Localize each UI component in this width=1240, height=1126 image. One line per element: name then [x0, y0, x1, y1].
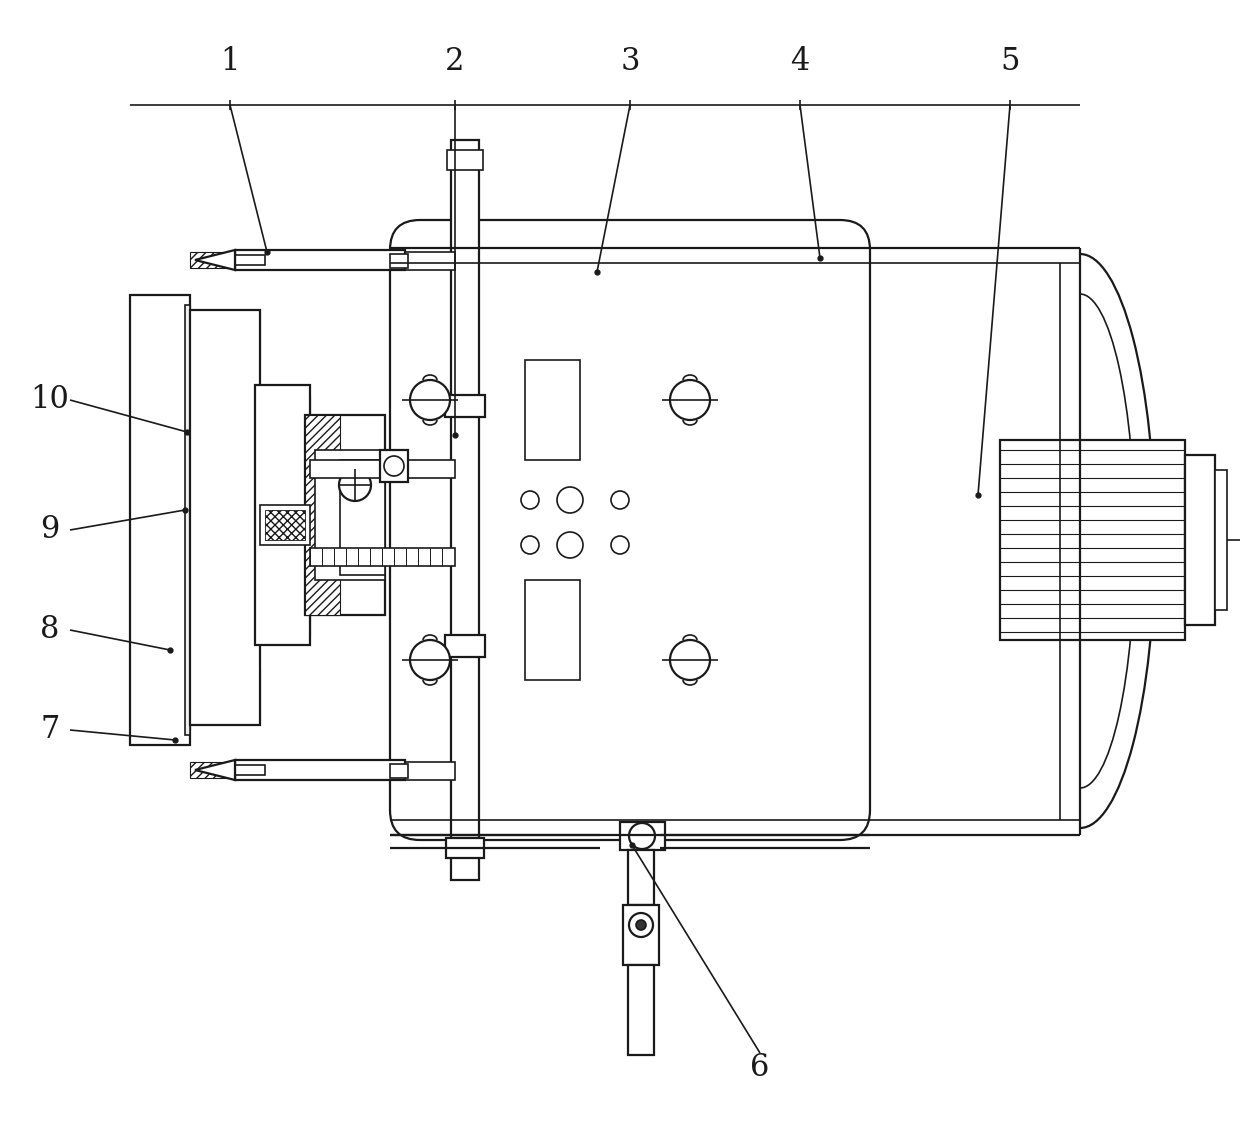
Bar [999, 440, 1185, 640]
Bar [190, 762, 236, 778]
Bar [525, 580, 580, 680]
Bar [255, 385, 310, 645]
Bar [391, 254, 408, 268]
Text: 5: 5 [1001, 46, 1019, 78]
Circle shape [670, 379, 711, 420]
Bar [130, 640, 190, 730]
Bar [236, 765, 265, 775]
Bar [445, 395, 485, 417]
Polygon shape [195, 250, 236, 270]
Circle shape [339, 470, 371, 501]
Bar [190, 310, 260, 360]
Bar [620, 822, 665, 850]
Circle shape [636, 920, 646, 930]
Bar [305, 415, 384, 615]
Text: 1: 1 [221, 46, 239, 78]
Circle shape [521, 491, 539, 509]
Circle shape [410, 640, 450, 680]
Text: 4: 4 [790, 46, 810, 78]
Bar [190, 252, 236, 268]
FancyBboxPatch shape [391, 220, 870, 840]
Bar [130, 295, 190, 745]
Text: 9: 9 [41, 515, 60, 545]
Circle shape [384, 456, 404, 476]
Circle shape [629, 823, 655, 849]
Bar [391, 765, 408, 778]
Bar [445, 635, 485, 656]
Bar [1215, 470, 1228, 610]
Bar [236, 250, 405, 270]
Circle shape [521, 536, 539, 554]
Bar [405, 762, 455, 780]
Circle shape [611, 491, 629, 509]
Bar [255, 600, 310, 635]
Bar [622, 905, 658, 965]
Polygon shape [195, 760, 236, 780]
Bar [236, 760, 405, 780]
Bar [340, 461, 384, 575]
Bar [627, 850, 653, 905]
Bar [305, 415, 340, 615]
Bar [190, 670, 260, 720]
Circle shape [557, 531, 583, 558]
Bar [525, 360, 580, 461]
Circle shape [629, 913, 653, 937]
Bar [260, 504, 310, 545]
Text: 10: 10 [31, 384, 69, 415]
Bar [185, 305, 190, 735]
Bar [379, 450, 408, 482]
Bar [255, 395, 310, 430]
Bar [310, 548, 455, 566]
Text: 3: 3 [620, 46, 640, 78]
Bar [315, 450, 384, 580]
Circle shape [557, 488, 583, 513]
Text: 2: 2 [445, 46, 465, 78]
Bar [1185, 455, 1215, 625]
Bar [265, 510, 305, 540]
Text: 6: 6 [750, 1053, 770, 1083]
Bar [310, 461, 455, 479]
Bar [627, 965, 653, 1055]
Text: 8: 8 [41, 615, 60, 645]
Circle shape [410, 379, 450, 420]
Bar [190, 310, 260, 725]
Bar [130, 305, 190, 395]
Bar [405, 252, 455, 270]
Circle shape [670, 640, 711, 680]
Bar [451, 140, 479, 881]
Bar [446, 150, 484, 170]
Bar [446, 838, 484, 858]
Bar [236, 254, 265, 265]
Circle shape [611, 536, 629, 554]
Text: 7: 7 [41, 715, 60, 745]
